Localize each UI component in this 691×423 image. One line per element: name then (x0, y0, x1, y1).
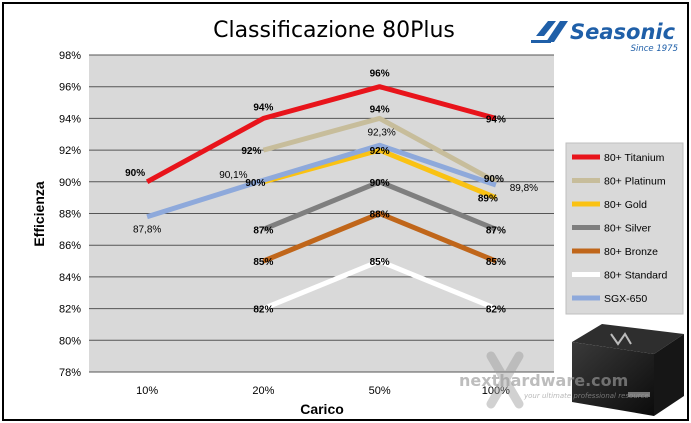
y-tick-label: 80% (59, 335, 81, 347)
data-label: 85% (253, 257, 273, 268)
data-label: 90,1% (219, 170, 247, 181)
watermark-text: nexthardware.com (459, 371, 628, 390)
series-line (262, 147, 497, 201)
psu-product-image (572, 324, 684, 416)
series-line (262, 258, 497, 311)
series-line (146, 142, 497, 220)
data-label: 82% (486, 305, 506, 316)
data-label: 89% (478, 194, 498, 205)
efficiency-line-chart: Classificazione 80Plus Seasonic Since 19… (31, 18, 684, 417)
legend-label: SGX-650 (604, 293, 647, 305)
series-line (262, 211, 497, 264)
chart-title: Classificazione 80Plus (213, 18, 455, 43)
data-label: 87% (486, 225, 506, 236)
seasonic-ss-icon (531, 21, 568, 43)
data-label: 94% (370, 104, 390, 115)
legend-label: 80+ Bronze (604, 246, 658, 258)
series-line (145, 84, 497, 184)
y-tick-label: 96% (59, 82, 81, 94)
y-tick-label: 94% (59, 113, 81, 125)
legend: 80+ Titanium 80+ Platinum 80+ Gold 80+ Silv… (572, 152, 668, 305)
data-label: 92% (370, 146, 390, 157)
data-label: 82% (253, 305, 273, 316)
data-label: 94% (253, 102, 273, 113)
data-label: 85% (486, 257, 506, 268)
data-label: 92,3% (367, 127, 395, 138)
data-label: 90% (245, 178, 265, 189)
y-axis-title: Efficienza (31, 181, 47, 247)
nexthardware-watermark: nexthardware.com your ultimate professio… (459, 351, 649, 409)
legend-label: 80+ Gold (604, 199, 647, 211)
data-label: 94% (486, 114, 506, 125)
watermark-x-icon (486, 351, 524, 409)
y-tick-label: 92% (59, 145, 81, 157)
y-tick-label: 88% (59, 209, 81, 221)
series-line (262, 179, 497, 232)
gridlines (89, 54, 554, 373)
watermark-subtext: your ultimate professional resource (523, 392, 649, 400)
data-label: 87,8% (133, 225, 161, 236)
legend-label: 80+ Standard (604, 270, 668, 282)
x-tick-label: 20% (252, 385, 274, 397)
legend-label: 80+ Silver (604, 223, 651, 235)
data-label: 88% (370, 210, 390, 221)
x-tick-label: 100% (482, 385, 510, 397)
data-label: 90% (370, 178, 390, 189)
data-label: 85% (370, 257, 390, 268)
seasonic-tagline: Since 1975 (631, 44, 678, 54)
data-label: 96% (370, 69, 390, 80)
x-tick-label: 50% (369, 385, 391, 397)
data-label: 90% (484, 174, 504, 185)
y-tick-label: 86% (59, 240, 81, 252)
x-axis-title: Carico (300, 401, 344, 417)
data-label: 92% (241, 146, 261, 157)
series-line (262, 115, 498, 184)
data-labels: 90% 94% 96% 94% 92% 94% 90% 90% 92% 89% 87% 90% 87% 8… (125, 69, 538, 316)
seasonic-wordmark: Seasonic (570, 20, 676, 44)
data-label: 87% (253, 225, 273, 236)
y-tick-label: 90% (59, 177, 81, 189)
series-lines (145, 84, 498, 311)
x-axis-ticks: 10% 20% 50% 100% (136, 385, 510, 397)
legend-label: 80+ Platinum (604, 176, 666, 188)
x-tick-label: 10% (136, 385, 158, 397)
data-label: 89,8% (510, 183, 538, 194)
y-tick-label: 78% (59, 367, 81, 379)
y-tick-label: 82% (59, 304, 81, 316)
y-tick-label: 84% (59, 272, 81, 284)
legend-label: 80+ Titanium (604, 152, 665, 164)
data-label: 90% (125, 168, 145, 179)
seasonic-logo: Seasonic Since 1975 (531, 20, 678, 54)
y-axis-ticks: 78% 80% 82% 84% 86% 88% 90% 92% 94% 96% 98% (59, 50, 81, 379)
y-tick-label: 98% (59, 50, 81, 62)
